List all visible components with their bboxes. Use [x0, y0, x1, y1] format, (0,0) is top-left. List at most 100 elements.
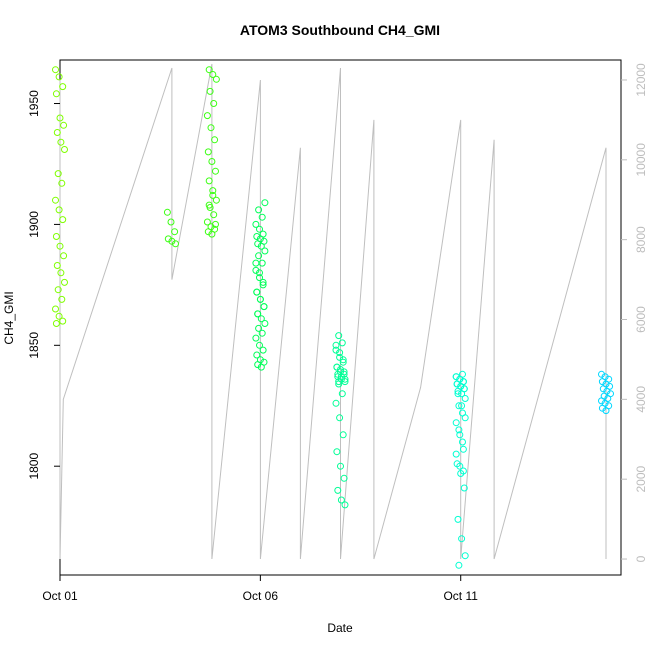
data-point — [209, 71, 217, 78]
data-point — [452, 450, 460, 458]
data-point — [54, 170, 62, 178]
data-point — [261, 199, 269, 207]
data-point — [60, 252, 68, 260]
data-point — [59, 317, 67, 325]
data-point — [61, 146, 68, 153]
data-point — [338, 390, 346, 398]
y-tick-label: 1950 — [27, 90, 41, 117]
y2-tick-label: 10000 — [634, 143, 648, 177]
data-point — [52, 320, 60, 327]
data-point — [212, 220, 219, 228]
data-point — [212, 167, 219, 175]
data-point — [256, 269, 263, 277]
data-point — [455, 402, 463, 410]
data-point — [167, 218, 175, 226]
data-point — [332, 346, 340, 354]
data-point — [334, 486, 342, 494]
data-point — [602, 407, 610, 415]
data-point — [256, 225, 263, 233]
data-point — [55, 73, 63, 81]
data-point — [53, 129, 61, 136]
data-point — [58, 295, 66, 303]
data-point — [172, 240, 179, 248]
data-point — [254, 310, 262, 318]
data-point — [458, 402, 466, 410]
data-point — [171, 228, 179, 236]
data-point — [259, 281, 267, 289]
data-point — [339, 356, 347, 364]
data-point — [461, 395, 469, 402]
data-point — [456, 462, 464, 470]
data-point — [56, 242, 64, 250]
data-point — [212, 196, 220, 204]
data-point — [253, 288, 261, 296]
data-point — [258, 329, 266, 337]
y2-tick-label: 4000 — [634, 386, 648, 413]
data-point — [461, 414, 469, 422]
data-point — [599, 385, 607, 393]
data-point — [212, 75, 220, 83]
axes-layer: 1800 1850 1900 1950 0 2000 4000 6000 8000 10000 12… — [27, 63, 648, 603]
data-point — [56, 114, 64, 122]
data-point — [453, 380, 461, 388]
data-point — [208, 158, 216, 165]
data-point — [460, 484, 468, 492]
x-tick-label: Oct 11 — [443, 589, 478, 603]
data-point — [335, 332, 343, 340]
data-point — [52, 90, 60, 98]
data-point — [253, 233, 261, 240]
data-point — [258, 213, 266, 221]
y-tick-label: 1850 — [27, 332, 41, 359]
data-point — [205, 201, 213, 209]
data-point — [207, 124, 215, 132]
data-point — [53, 262, 61, 269]
data-point — [457, 382, 465, 390]
data-point — [256, 274, 263, 282]
data-point — [339, 358, 347, 366]
x-axis-label: Date — [327, 621, 353, 635]
data-point — [337, 462, 344, 470]
data-point — [459, 467, 467, 475]
data-point — [57, 269, 65, 277]
y2-tick-label: 0 — [634, 555, 648, 562]
chart-title: ATOM3 Southbound CH4_GMI — [240, 22, 440, 38]
data-point — [459, 438, 466, 446]
y2-tick-label: 2000 — [634, 466, 648, 493]
data-point — [203, 112, 211, 120]
data-point — [455, 426, 463, 434]
x-tick-label: Oct 06 — [243, 589, 279, 603]
data-point — [598, 370, 605, 378]
data-point — [252, 266, 260, 274]
data-point — [58, 179, 66, 187]
data-point — [211, 136, 219, 144]
data-point — [339, 431, 347, 439]
data-point — [337, 496, 345, 504]
data-point — [208, 230, 216, 238]
x-tick-label: Oct 01 — [42, 589, 78, 603]
data-point — [340, 474, 348, 482]
data-point — [336, 414, 344, 422]
data-point — [57, 138, 65, 146]
data-point — [335, 380, 343, 388]
data-point — [204, 148, 212, 156]
y-axis-label: CH4_GMI — [2, 291, 16, 344]
y2-tick-label: 8000 — [634, 226, 648, 253]
data-point — [461, 552, 469, 560]
data-point — [52, 233, 60, 240]
data-point — [341, 375, 349, 383]
data-point — [336, 353, 344, 361]
data-point — [338, 339, 346, 347]
data-point — [255, 206, 263, 214]
data-point — [259, 346, 267, 354]
data-point — [456, 431, 464, 439]
data-point — [259, 278, 267, 286]
data-point — [209, 191, 217, 199]
data-point — [52, 305, 59, 313]
data-point — [257, 315, 265, 323]
data-point — [333, 448, 341, 456]
data-point — [455, 561, 463, 569]
data-point — [205, 66, 213, 74]
data-point — [60, 121, 68, 129]
